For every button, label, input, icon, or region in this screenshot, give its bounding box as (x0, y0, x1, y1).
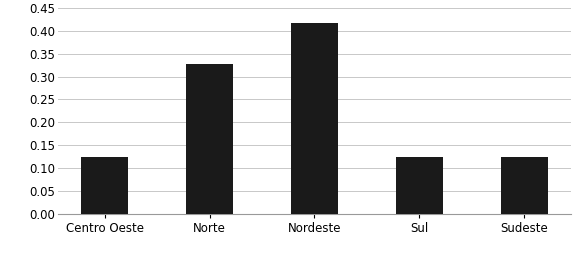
Bar (501, 157, 548, 214)
Bar (396, 157, 443, 214)
Bar (186, 64, 233, 214)
Bar (291, 23, 338, 214)
Bar (81, 157, 128, 214)
